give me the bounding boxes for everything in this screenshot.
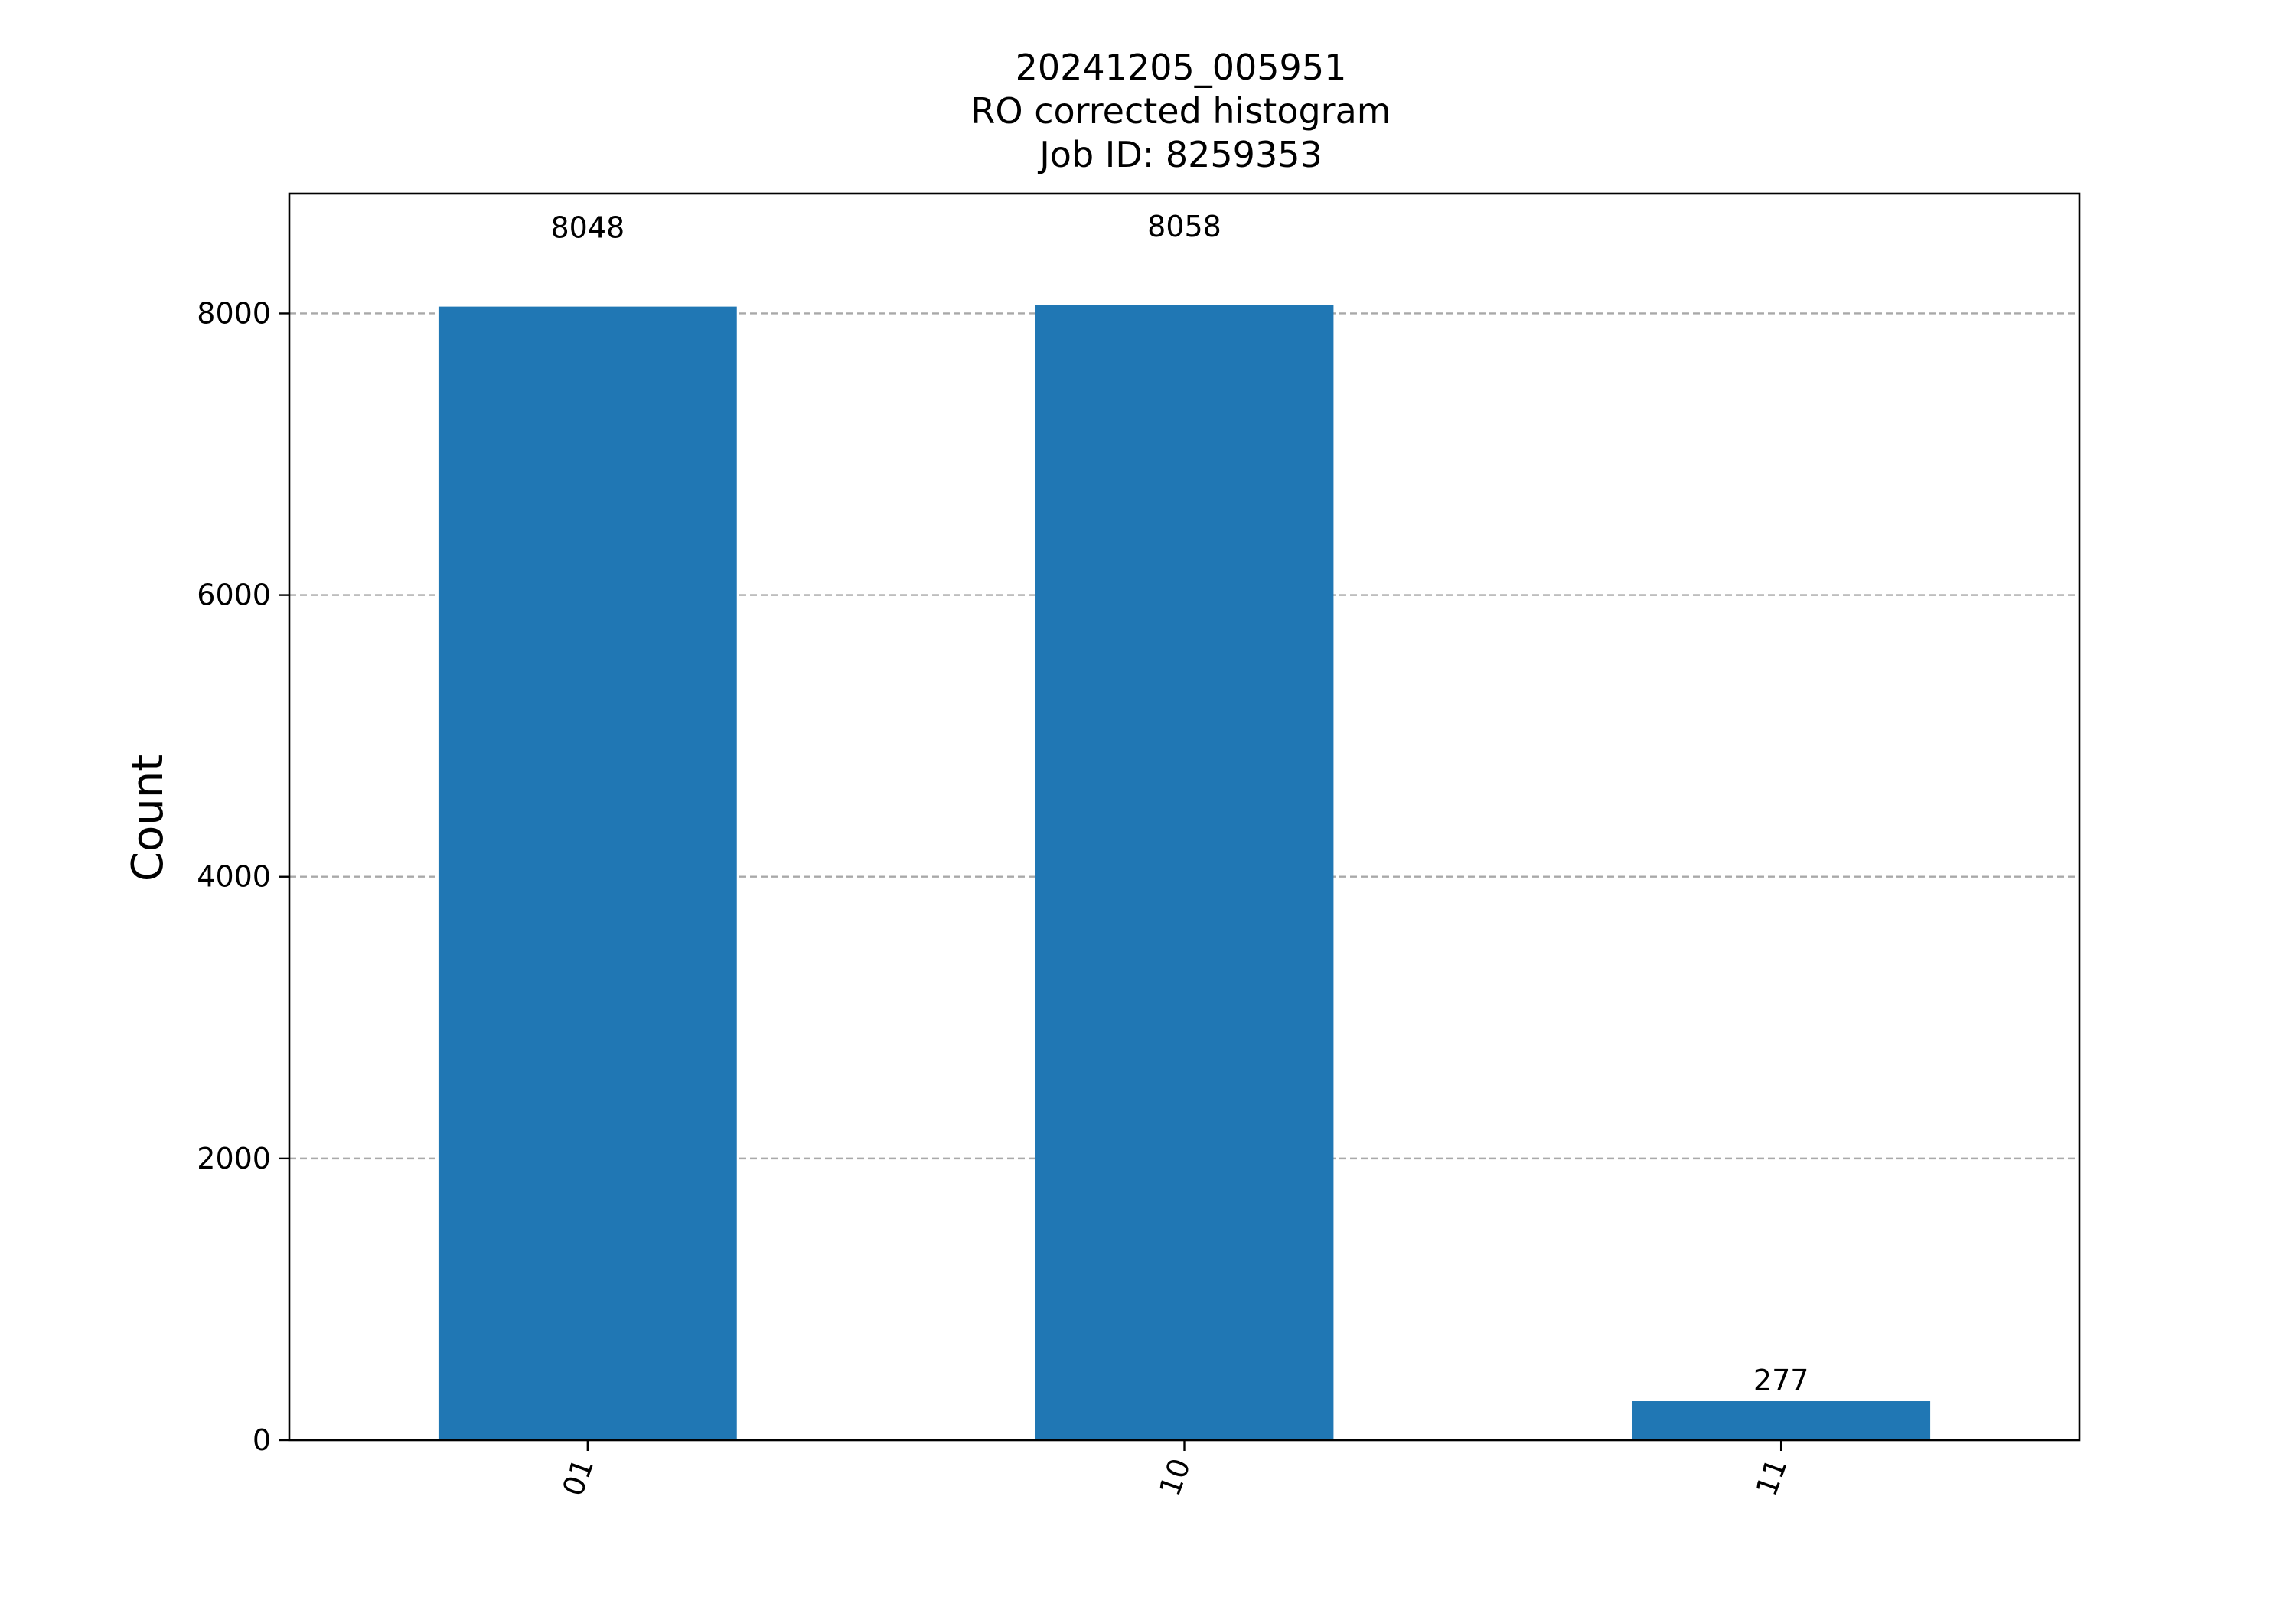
bar-value-label: 8058 (1147, 210, 1221, 243)
bar-10 (1035, 305, 1334, 1440)
x-tick-label: 10 (1153, 1454, 1197, 1500)
bar-value-label: 277 (1753, 1364, 1809, 1397)
x-tick-label: 11 (1750, 1454, 1794, 1500)
chart-title-line-2: RO corrected histogram (970, 90, 1391, 132)
y-tick-label: 4000 (197, 860, 271, 894)
bar-11 (1632, 1401, 1931, 1440)
y-axis-label: Count (123, 755, 173, 882)
bar-value-label: 8048 (550, 211, 625, 245)
x-tick-label: 01 (556, 1454, 600, 1500)
y-axis: 0 2000 4000 6000 8000 (197, 296, 289, 1457)
y-tick-label: 0 (253, 1423, 271, 1457)
chart-title-line-1: 20241205_005951 (1016, 47, 1347, 88)
chart-title: 20241205_005951 RO corrected histogram J… (970, 47, 1391, 175)
y-tick-label: 8000 (197, 296, 271, 330)
y-tick-label: 2000 (197, 1142, 271, 1175)
bar-01 (438, 306, 737, 1441)
chart-title-line-3: Job ID: 8259353 (1037, 134, 1322, 175)
bars (438, 305, 1931, 1441)
bar-value-labels: 8048 8058 277 (550, 210, 1808, 1397)
x-axis: 01 10 11 (556, 1440, 1794, 1501)
y-tick-label: 6000 (197, 579, 271, 612)
